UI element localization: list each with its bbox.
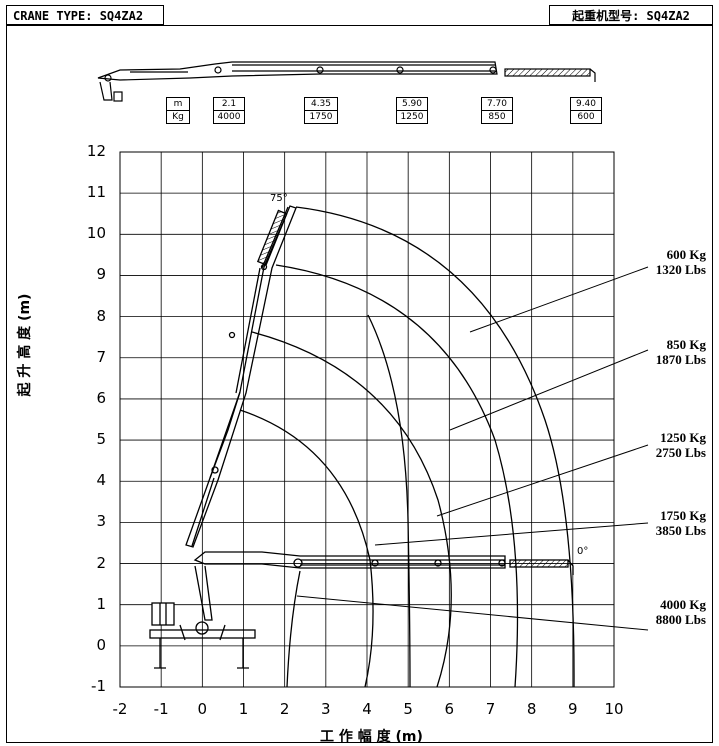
grid-lines	[120, 152, 614, 687]
curve-600kg	[295, 206, 575, 688]
boom-horizontal	[193, 551, 574, 621]
load-lbs: 2750 Lbs	[655, 445, 706, 460]
y-tick-label: 3	[96, 512, 106, 531]
curve-1750kg	[239, 409, 374, 688]
load-table-cell: 7.70 850	[481, 97, 513, 124]
y-tick-label: 5	[96, 430, 106, 449]
x-tick-label: 7	[485, 700, 496, 718]
curve-850kg	[275, 264, 519, 688]
crane-base	[149, 602, 256, 669]
load-table-cell: 5.90 1250	[396, 97, 428, 124]
load-table-cell: 2.1 4000	[213, 97, 245, 124]
load-table-cell: 9.40 600	[570, 97, 602, 124]
curve-inner	[367, 314, 411, 688]
radius-value: 4.35	[305, 98, 337, 111]
load-kg: 4000 Kg	[660, 597, 706, 612]
radius-value: 5.90	[397, 98, 427, 111]
load-label-4000: 4000 Kg 8800 Lbs	[616, 597, 706, 627]
y-tick-label: -1	[91, 677, 106, 695]
y-axis-label: 起 升 高 度 (m)	[17, 293, 33, 397]
x-tick-label: 6	[444, 700, 455, 718]
load-kg: 850 Kg	[666, 337, 706, 352]
load-label-1250: 1250 Kg 2750 Lbs	[616, 430, 706, 460]
y-tick-label: 8	[96, 306, 106, 325]
y-tick-label: 6	[96, 388, 106, 407]
boom-raised	[185, 205, 297, 548]
load-kg: 1750 Kg	[660, 508, 706, 523]
x-tick-label: 3	[321, 700, 331, 718]
leader-lines	[296, 266, 649, 631]
y-tick-label: 11	[86, 183, 106, 202]
load-lbs: 1320 Lbs	[655, 262, 706, 277]
radius-value: 7.70	[482, 98, 512, 111]
load-value: 600	[577, 112, 595, 122]
x-tick-label: 2	[279, 700, 290, 718]
radius-value: 9.40	[571, 98, 601, 111]
load-label-850: 850 Kg 1870 Lbs	[616, 337, 706, 367]
unit-m: m	[167, 98, 189, 111]
x-tick-label: 5	[403, 700, 413, 718]
y-tick-label: 4	[96, 471, 106, 490]
load-label-1750: 1750 Kg 3850 Lbs	[616, 508, 706, 538]
angle-max-label: 75°	[270, 193, 288, 204]
drawing-frame	[6, 25, 713, 743]
x-tick-label: 4	[362, 700, 372, 718]
y-tick-label: 10	[86, 224, 106, 243]
load-curves	[239, 206, 575, 688]
radius-value: 2.1	[214, 98, 244, 111]
load-kg: 600 Kg	[666, 247, 706, 262]
x-tick-label: -1	[153, 700, 169, 718]
load-value: 850	[488, 112, 506, 122]
y-tick-label: 9	[96, 265, 106, 284]
load-value: 4000	[217, 112, 241, 122]
y-tick-label: 1	[96, 594, 106, 613]
load-value: 1750	[309, 112, 333, 122]
y-tick-label: 12	[86, 142, 106, 160]
x-tick-label: -2	[112, 700, 128, 718]
x-tick-label: 9	[568, 700, 578, 718]
angle-min-label: 0°	[577, 546, 589, 557]
boom-side-view	[97, 61, 596, 102]
load-lbs: 3850 Lbs	[655, 523, 706, 538]
y-tick-label: 7	[96, 347, 106, 366]
load-kg: 1250 Kg	[660, 430, 706, 445]
x-axis-label: 工 作 幅 度 (m)	[320, 729, 423, 745]
load-table-units: m Kg	[166, 97, 190, 124]
load-lbs: 8800 Lbs	[655, 612, 706, 627]
x-tick-label: 8	[526, 700, 537, 718]
crane-type-title: CRANE TYPE: SQ4ZA2	[6, 5, 164, 25]
load-value: 1250	[400, 112, 424, 122]
x-tick-label: 0	[197, 700, 208, 718]
curve-1250kg	[251, 331, 452, 688]
unit-kg: Kg	[172, 112, 184, 122]
x-tick-label: 10	[604, 700, 624, 718]
load-table-cell: 4.35 1750	[304, 97, 338, 124]
load-label-600: 600 Kg 1320 Lbs	[616, 247, 706, 277]
y-tick-label: 2	[96, 553, 106, 572]
y-tick-label: 0	[96, 635, 106, 654]
load-lbs: 1870 Lbs	[655, 352, 706, 367]
crane-type-title-cn: 起重机型号: SQ4ZA2	[549, 5, 713, 25]
curve-4000kg	[286, 570, 301, 688]
x-tick-label: 1	[238, 700, 249, 718]
